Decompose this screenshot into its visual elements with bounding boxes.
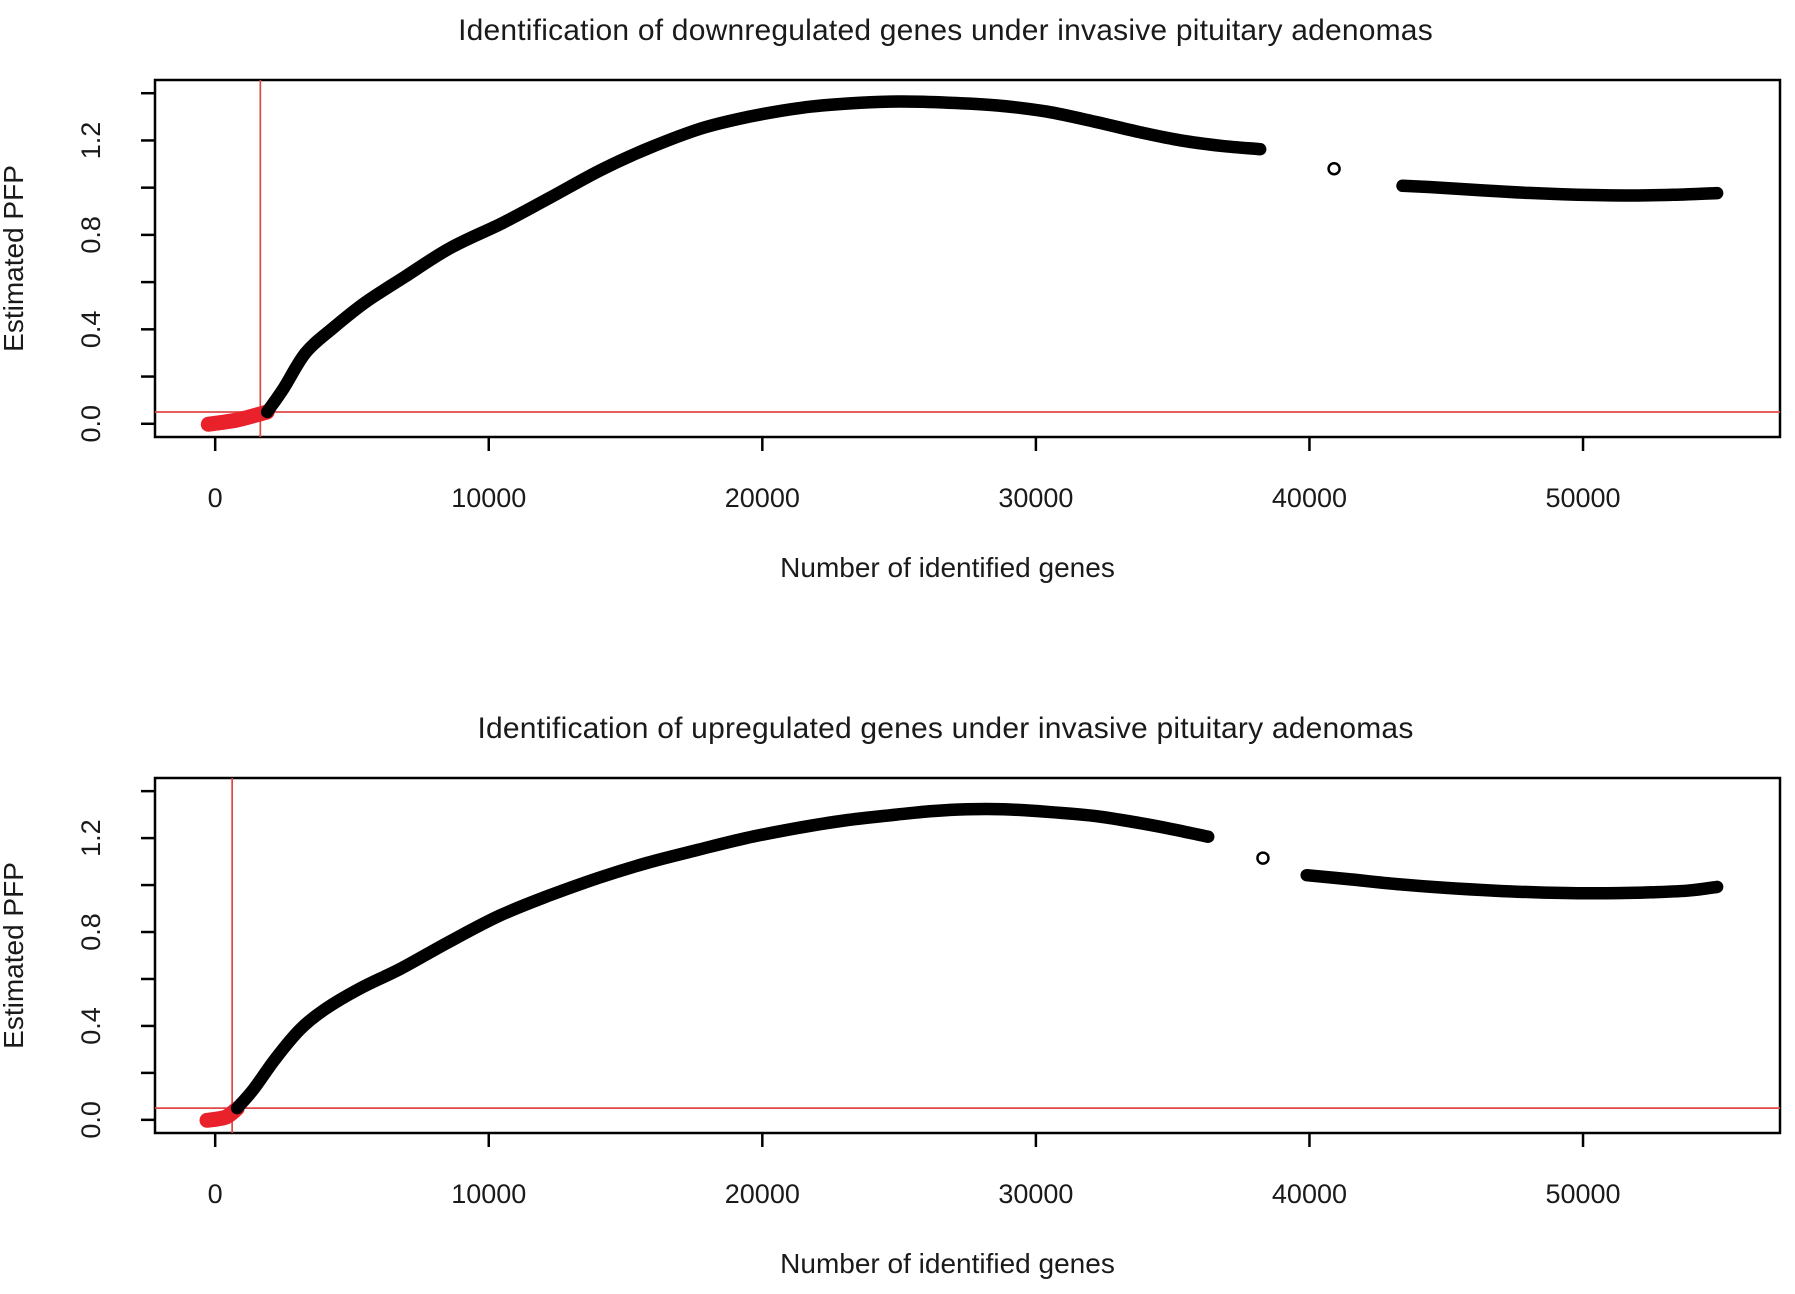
plot1-y-tick-label: 1.2 bbox=[76, 122, 106, 160]
plot2-outlier-point bbox=[1256, 851, 1270, 865]
plot2-y-tick-label: 0.8 bbox=[76, 913, 106, 951]
plot1-title: Identification of downregulated genes un… bbox=[458, 14, 1433, 47]
plot2-x-tick-label: 50000 bbox=[1545, 1179, 1620, 1209]
plot1-x-tick-label: 50000 bbox=[1545, 483, 1620, 513]
plot1-y-tick-label: 0.8 bbox=[76, 216, 106, 254]
plot1-significant-genes bbox=[200, 404, 275, 432]
plot2-x-tick-label: 20000 bbox=[725, 1179, 800, 1209]
plot2-y-tick-label: 1.2 bbox=[76, 819, 106, 857]
plot2-x-axis-label: Number of identified genes bbox=[780, 1248, 1115, 1279]
plot2-y-axis-label: Estimated PFP bbox=[0, 862, 29, 1049]
plot2-title: Identification of upregulated genes unde… bbox=[477, 712, 1413, 745]
plot1-x-tick-label: 20000 bbox=[725, 483, 800, 513]
plot1-x-tick-label: 40000 bbox=[1272, 483, 1347, 513]
plot2-y-tick-label: 0.4 bbox=[76, 1007, 106, 1045]
plot1-outlier-point bbox=[1327, 162, 1341, 176]
plot1-y-tick-label: 0.0 bbox=[76, 405, 106, 443]
plot1-box bbox=[153, 78, 1782, 439]
plot1-x-tick-label: 10000 bbox=[451, 483, 526, 513]
plot1-x-tick-label: 30000 bbox=[998, 483, 1073, 513]
plot1-pfp-curve-main bbox=[260, 95, 1267, 419]
plot2-x-tick-label: 40000 bbox=[1272, 1179, 1347, 1209]
plot1-x-tick-label: 0 bbox=[208, 483, 223, 513]
plot2-x-tick-label: 0 bbox=[208, 1179, 223, 1209]
plot2-x-tick-label: 10000 bbox=[451, 1179, 526, 1209]
plot1-x-axis-label: Number of identified genes bbox=[780, 552, 1115, 583]
plot2-y-tick-label: 0.0 bbox=[76, 1101, 106, 1139]
plot1-pfp-curve-tail bbox=[1396, 179, 1724, 202]
plot2-pfp-curve-main bbox=[230, 802, 1215, 1115]
plot1-y-axis-label: Estimated PFP bbox=[0, 165, 29, 352]
plot2-box bbox=[153, 776, 1782, 1135]
plot2-pfp-curve-tail bbox=[1300, 868, 1724, 900]
plot1-y-tick-label: 0.4 bbox=[76, 311, 106, 349]
plot2-x-tick-label: 30000 bbox=[998, 1179, 1073, 1209]
